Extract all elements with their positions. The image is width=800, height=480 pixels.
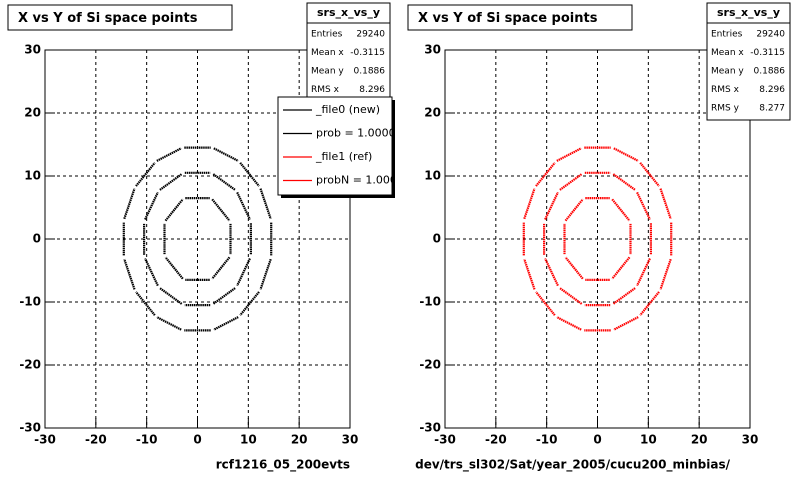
chart-title: X vs Y of Si space points: [418, 11, 598, 26]
legend-label: _file1 (ref): [315, 150, 372, 163]
y-tick-label: 0: [33, 232, 41, 246]
legend-label: probN = 1.00000: [316, 174, 411, 187]
stats-label: Mean y: [711, 67, 744, 77]
legend-box: [277, 96, 393, 196]
stats-label: Mean x: [311, 48, 344, 58]
stats-label: RMS x: [711, 85, 740, 95]
stats-label: RMS x: [311, 85, 340, 95]
y-tick-label: 30: [424, 43, 441, 57]
legend: _file0 (new) prob = 1.000000 _file1 (ref) p…: [283, 103, 411, 187]
plot: -30 -20 -10 0 10 20 30 -30 -20 -10 0 10 20 30 X vs Y o…: [7, 2, 411, 473]
y-tick-label: 20: [424, 106, 441, 120]
x-tick-label: -10: [536, 433, 558, 447]
point-cloud: [122, 146, 273, 332]
x-tick-label: -30: [434, 433, 456, 447]
y-tick-label: -10: [419, 295, 441, 309]
stats-value: 0.1886: [754, 67, 786, 77]
stats-label: Mean y: [311, 67, 344, 77]
stats-value: 29240: [756, 30, 785, 40]
stats-value: 29240: [356, 30, 385, 40]
stats-label: Mean x: [711, 48, 744, 58]
stats-title: srs_x_vs_y: [717, 6, 780, 19]
y-tick-label: -10: [19, 295, 41, 309]
stats-label: Entries: [311, 30, 343, 40]
stats-value: 8.277: [759, 104, 785, 114]
x-tick-label: 30: [342, 433, 359, 447]
stats-box: [706, 2, 791, 121]
x-axis-label: dev/trs_sl302/Sat/year_2005/cucu200_minb…: [415, 458, 731, 473]
stats-value: -0.3115: [350, 48, 385, 58]
legend-label: _file0 (new): [315, 103, 380, 116]
x-tick-label: -30: [34, 433, 56, 447]
x-axis-label: rcf1216_05_200evts: [216, 458, 350, 473]
axis-frame: [444, 49, 751, 429]
x-tick-label: 10: [640, 433, 657, 447]
x-tick-label: -20: [485, 433, 507, 447]
stats-label: RMS y: [711, 104, 740, 114]
y-tick-label: 10: [424, 169, 441, 183]
stats-title: srs_x_vs_y: [317, 6, 380, 19]
point-cloud: [522, 146, 673, 332]
y-tick-label: -20: [19, 358, 41, 372]
title-box: [407, 4, 633, 31]
x-tick-label: 20: [691, 433, 708, 447]
x-tick-label: 10: [240, 433, 257, 447]
stats-value: 8.296: [759, 85, 785, 95]
x-tick-label: 0: [593, 433, 601, 447]
axis-frame: [44, 49, 351, 429]
y-tick-label: 0: [433, 232, 441, 246]
plot: -30 -20 -10 0 10 20 30 -30 -20 -10 0 10 20 30 X vs Y o…: [407, 2, 791, 473]
y-tick-label: 30: [24, 43, 41, 57]
title-box: [7, 4, 233, 31]
y-tick-label: -30: [419, 421, 441, 435]
y-tick-label: 10: [24, 169, 41, 183]
stats-value: 8.296: [359, 85, 385, 95]
y-tick-label: -30: [19, 421, 41, 435]
x-tick-label: 0: [193, 433, 201, 447]
legend-label: prob = 1.000000: [316, 127, 410, 140]
stats-value: -0.3115: [750, 48, 785, 58]
x-tick-label: -10: [136, 433, 158, 447]
stats-value: 0.1886: [354, 67, 386, 77]
chart-title: X vs Y of Si space points: [18, 11, 198, 26]
x-tick-label: 20: [291, 433, 308, 447]
y-tick-label: -20: [419, 358, 441, 372]
stats-label: Entries: [711, 30, 743, 40]
y-tick-label: 20: [24, 106, 41, 120]
x-tick-label: -20: [85, 433, 107, 447]
x-tick-label: 30: [742, 433, 759, 447]
